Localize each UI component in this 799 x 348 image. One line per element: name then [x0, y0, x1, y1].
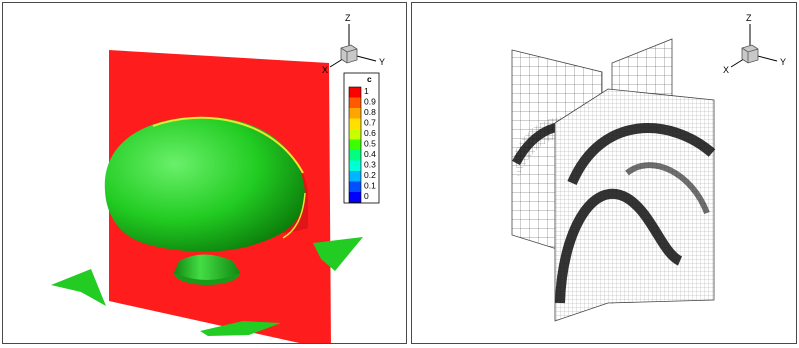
- colorbar-swatch: [349, 87, 361, 98]
- colorbar-level-label: 0.2: [364, 170, 376, 180]
- green-dome-isosurface: [104, 116, 305, 252]
- colorbar-level-label: 0.8: [364, 107, 376, 117]
- right-scene: Z Y X: [511, 13, 786, 322]
- axis-y-label-right: Y: [780, 57, 786, 67]
- fragment-right: [313, 237, 363, 271]
- fragment-bottom: [200, 321, 281, 336]
- colorbar-swatch: [349, 139, 361, 150]
- colorbar-level-label: 0.4: [364, 149, 376, 159]
- colorbar-swatches: [348, 86, 362, 203]
- refined-arc-upper: [567, 123, 716, 186]
- colorbar-level-label: 0.6: [364, 128, 376, 138]
- axis-z-label: Z: [345, 13, 351, 23]
- dome-rim-edge-lower: [282, 192, 306, 239]
- left-3d-viewport[interactable]: Z Y X c 1 0.9 0.8 0.7 0.6 0.5 0.4 0.3 0.2 0.1 0: [2, 2, 407, 344]
- right-3d-viewport[interactable]: Z Y X: [411, 2, 797, 344]
- colorbar-level-label: 0.3: [364, 160, 376, 170]
- refined-arc-lower: [555, 188, 683, 304]
- colorbar-swatch: [349, 192, 361, 203]
- colorbar-swatch: [349, 160, 361, 171]
- colorbar-level-label: 1: [364, 86, 369, 96]
- colorbar-variable-label: c: [367, 74, 372, 84]
- colorbar-labels: 10.90.80.70.60.50.40.30.20.10: [364, 86, 376, 201]
- axis-x-label-right: X: [723, 65, 729, 75]
- colorbar-swatch: [349, 171, 361, 182]
- axis-triad: Z Y X: [322, 13, 385, 75]
- dome-rim-edge: [152, 116, 304, 174]
- axis-triad-right: Z Y X: [723, 13, 786, 75]
- colorbar-level-label: 0.1: [364, 181, 376, 191]
- axis-x-label: X: [322, 65, 328, 75]
- colorbar-level-label: 0.5: [364, 139, 376, 149]
- colorbar-level-label: 0.7: [364, 118, 376, 128]
- colorbar-swatch: [349, 181, 361, 192]
- colorbar-swatch: [349, 129, 361, 140]
- axis-y-label: Y: [379, 57, 385, 67]
- colorbar-level-label: 0: [364, 191, 369, 201]
- colorbar-level-label: 0.9: [364, 97, 376, 107]
- refined-arc-inner: [625, 162, 710, 215]
- colorbar-swatch: [349, 118, 361, 129]
- fragment-left: [51, 269, 106, 306]
- colorbar-frame: [348, 86, 362, 203]
- colorbar-legend: c 10.90.80.70.60.50.40.30.20.10: [343, 72, 380, 204]
- axis-z-label-right: Z: [746, 13, 752, 23]
- colorbar-swatch: [349, 97, 361, 108]
- colorbar-swatch: [349, 150, 361, 161]
- colorbar-swatch: [349, 108, 361, 119]
- stem-body: [174, 254, 240, 280]
- left-scene: Z Y X c 10.90.80.70.60.50.40.30.20.10: [51, 13, 385, 343]
